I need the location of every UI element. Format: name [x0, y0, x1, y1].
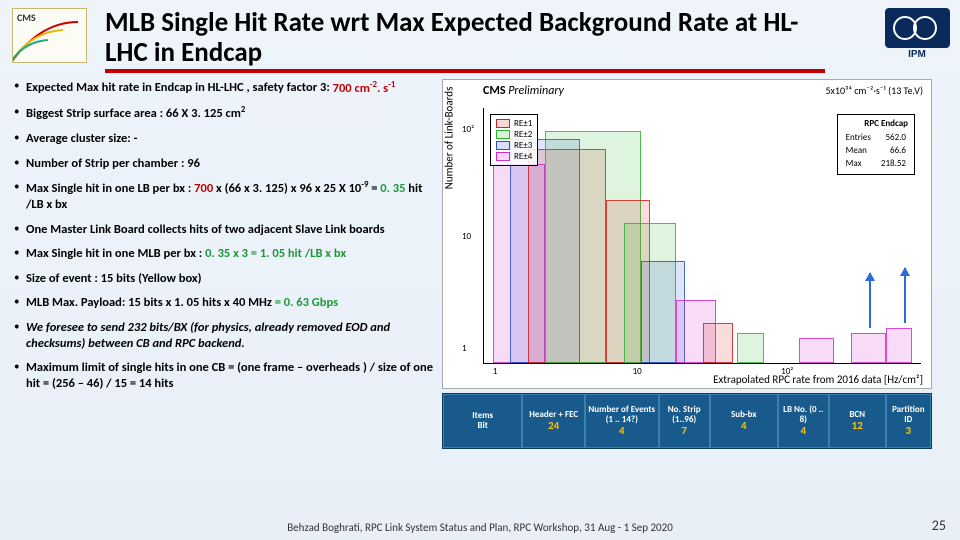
bullet-item: Biggest Strip surface area : 66 X 3. 125…	[12, 105, 442, 122]
legend-entry: RE±2	[496, 129, 532, 140]
ytick: 10	[462, 231, 471, 242]
svg-text:IPM: IPM	[908, 49, 926, 58]
plot-cms-label: CMS	[483, 84, 506, 98]
ytick: 1	[462, 343, 467, 354]
plot-xlabel: Extrapolated RPC rate from 2016 data [Hz…	[713, 373, 923, 386]
hist-step	[799, 338, 834, 364]
bullet-item: MLB Max. Payload: 15 bits x 1. 05 hits x…	[12, 295, 442, 311]
plot-ylabel: Number of Link-Boards	[443, 87, 456, 190]
ytick: 10²	[462, 124, 474, 135]
legend-entry: RE±3	[496, 140, 532, 151]
bullet-item: Max Single hit in one MLB per bx : 0. 35…	[12, 246, 442, 262]
footer-text: Behzad Boghrati, RPC Link System Status …	[0, 521, 960, 534]
table-cell: LB No. (0 .. 8)4	[778, 394, 829, 448]
xtick: 1	[493, 366, 498, 377]
bullet-item: Max Single hit in one LB per bx : 700 x …	[12, 180, 442, 212]
payload-bits-table: ItemsBitHeader + FEC24Number of Events (…	[442, 393, 932, 449]
ipm-logo: IPM	[885, 8, 950, 58]
cms-logo-arcs	[12, 12, 83, 63]
legend-entry: RE±4	[496, 151, 532, 162]
table-cell: BCN12	[829, 394, 886, 448]
plot-stats-box: RPC Endcap Entries562.0Mean66.6Max218.52	[837, 114, 915, 175]
plot-preliminary: Preliminary	[508, 84, 564, 98]
bullet-list: Expected Max hit rate in Endcap in HL-LH…	[12, 79, 442, 449]
hist-step	[886, 328, 912, 364]
stats-table: Entries562.0Mean66.6Max218.52	[844, 130, 908, 172]
table-cell: Number of Events (1 .. 14?)4	[585, 394, 659, 448]
cms-logo: CMS	[12, 8, 87, 63]
annotation-arrow	[904, 268, 906, 323]
table-cell: Partition ID3	[886, 394, 931, 448]
table-cell: ItemsBit	[443, 394, 522, 448]
xtick: 10²	[781, 366, 793, 377]
hist-step	[703, 323, 734, 364]
plot-lumi: 5x10³⁴ cm⁻²·s⁻¹ (13 Te.V)	[825, 84, 923, 97]
plot-chart-area: RE±1RE±2RE±3RE±4 RPC Endcap Entries562.0…	[483, 108, 921, 364]
rate-histogram-plot: CMS Preliminary 5x10³⁴ cm⁻²·s⁻¹ (13 Te.V…	[442, 79, 932, 389]
table-cell: No. Strip (1..96)7	[659, 394, 710, 448]
table-cell: Header + FEC24	[522, 394, 584, 448]
bullet-item: Size of event : 15 bits (Yellow box)	[12, 271, 442, 287]
stats-title: RPC Endcap	[844, 118, 908, 129]
hist-step	[851, 333, 886, 364]
bullet-item: Average cluster size: -	[12, 131, 442, 147]
page-number: 25	[932, 517, 946, 534]
legend-entry: RE±1	[496, 118, 532, 129]
xtick: 10	[633, 366, 642, 377]
table-cell: Sub-bx4	[710, 394, 778, 448]
hist-step	[737, 333, 763, 364]
bullet-item: We foresee to send 232 bits/BX (for phys…	[12, 320, 442, 351]
bullet-item: Number of Strip per chamber : 96	[12, 156, 442, 172]
plot-legend: RE±1RE±2RE±3RE±4	[490, 114, 538, 166]
bullet-item: Expected Max hit rate in Endcap in HL-LH…	[12, 79, 442, 96]
bullet-item: Maximum limit of single hits in one CB =…	[12, 360, 442, 391]
page-title: MLB Single Hit Rate wrt Max Expected Bac…	[105, 8, 825, 73]
annotation-arrow	[869, 273, 871, 328]
bullet-item: One Master Link Board collects hits of t…	[12, 222, 442, 238]
